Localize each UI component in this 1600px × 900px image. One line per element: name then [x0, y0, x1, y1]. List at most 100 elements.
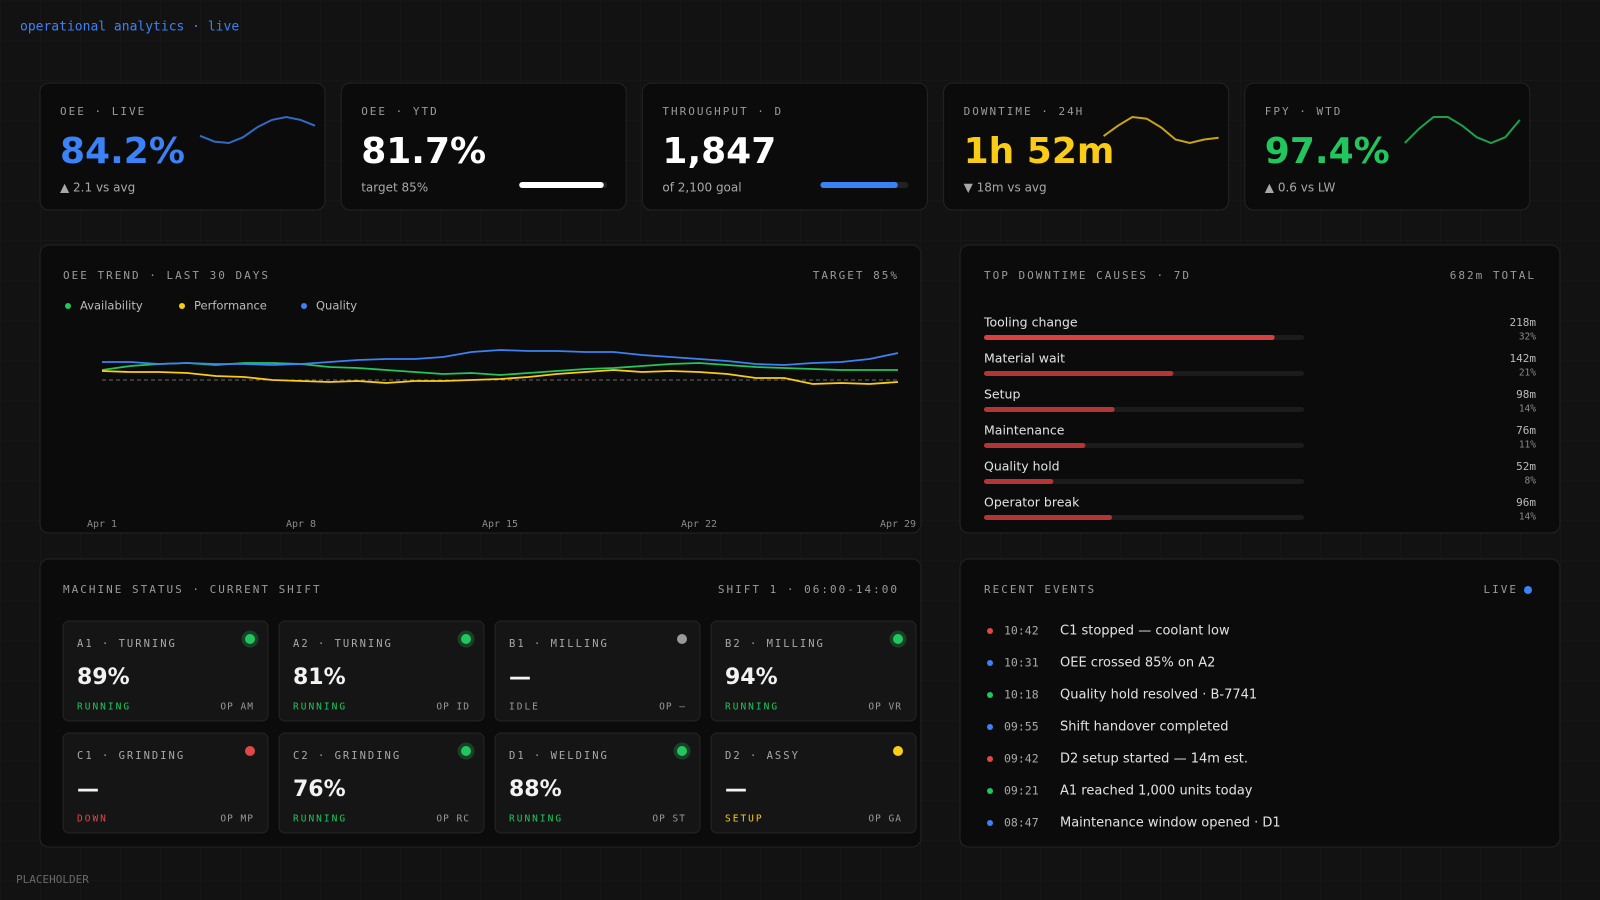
kpi-label: OEE · YTD: [361, 105, 439, 118]
machine-value: 89%: [77, 665, 130, 690]
bar: [984, 335, 1275, 340]
machine-card: [278, 620, 485, 722]
machine-status: RUNNING: [725, 702, 779, 713]
machine-value: 81%: [293, 665, 346, 690]
sparkline: [199, 115, 316, 145]
legend-dot: [301, 303, 307, 309]
event-dot: [987, 756, 993, 762]
event-text: C1 stopped — coolant low: [1060, 624, 1230, 639]
kpi-label: OEE · LIVE: [60, 105, 146, 118]
legend-label: Quality: [316, 299, 357, 313]
value-label: 96m: [1516, 496, 1536, 509]
chart-title: OEE TREND · LAST 30 DAYS: [63, 269, 270, 282]
machine-status: RUNNING: [509, 814, 563, 825]
x-tick-label: Apr 15: [482, 519, 518, 530]
sparkline: [1103, 115, 1219, 145]
kpi-note: ▼ 18m vs avg: [964, 181, 1047, 195]
bar: [984, 407, 1115, 412]
chart-annotation: TARGET 85%: [813, 269, 899, 282]
event-dot: [987, 692, 993, 698]
x-tick-label: Apr 1: [87, 519, 117, 530]
machine-name: B1 · MILLING: [509, 638, 609, 650]
share-label: 14%: [1519, 512, 1536, 523]
share-label: 32%: [1519, 332, 1536, 343]
machine-operator: OP MP: [220, 814, 254, 825]
event-time: 08:47: [1004, 816, 1039, 830]
live-label: LIVE: [1484, 583, 1519, 596]
event-dot: [987, 628, 993, 634]
bar: [984, 371, 1174, 376]
machine-value: 94%: [725, 665, 778, 690]
event-dot: [987, 660, 993, 666]
kpi-label: DOWNTIME · 24H: [964, 105, 1085, 118]
cause-label: Setup: [984, 387, 1020, 402]
share-label: 21%: [1519, 368, 1536, 379]
event-time: 10:18: [1004, 688, 1039, 702]
chart-title: TOP DOWNTIME CAUSES · 7D: [984, 269, 1191, 282]
value-label: 142m: [1510, 352, 1537, 365]
machine-name: A2 · TURNING: [293, 638, 393, 650]
x-tick-label: Apr 29: [880, 519, 916, 530]
kpi-value: 1h 52m: [964, 131, 1115, 172]
event-time: 10:31: [1004, 656, 1039, 670]
machine-name: D1 · WELDING: [509, 750, 609, 762]
event-text: D2 setup started — 14m est.: [1060, 752, 1248, 767]
machine-card: [710, 620, 917, 722]
panel: [39, 244, 922, 534]
sparkline: [1404, 116, 1521, 145]
panel-title: MACHINE STATUS · CURRENT SHIFT: [63, 583, 322, 596]
kpi-value: 1,847: [662, 131, 776, 172]
machine-operator: OP AM: [220, 702, 254, 713]
machine-operator: OP RC: [436, 814, 470, 825]
event-text: Quality hold resolved · B-7741: [1060, 688, 1257, 703]
kpi-value: 97.4%: [1265, 131, 1390, 172]
status-dot: [677, 746, 687, 756]
machine-status: DOWN: [77, 814, 108, 825]
event-text: Shift handover completed: [1060, 720, 1228, 735]
panel-title: RECENT EVENTS: [984, 583, 1096, 596]
machine-card: [62, 732, 269, 834]
kpi-note: of 2,100 goal: [662, 181, 741, 195]
status-dot: [245, 746, 255, 756]
kpi-card: [943, 82, 1230, 211]
machine-card: [62, 620, 269, 722]
machine-value: —: [77, 777, 99, 802]
header-title: operational analytics · live: [20, 20, 239, 35]
kpi-card: [1244, 82, 1531, 211]
status-dot: [677, 634, 687, 644]
machine-name: B2 · MILLING: [725, 638, 825, 650]
legend-dot: [65, 303, 71, 309]
kpi-card: [340, 82, 627, 211]
event-text: OEE crossed 85% on A2: [1060, 656, 1215, 671]
event-time: 09:21: [1004, 784, 1039, 798]
cause-label: Tooling change: [983, 315, 1078, 330]
series-line: [101, 369, 899, 385]
machine-status: RUNNING: [293, 814, 347, 825]
status-dot: [461, 746, 471, 756]
machine-operator: OP VR: [868, 702, 902, 713]
progress-bar: [519, 182, 604, 188]
x-tick-label: Apr 22: [681, 519, 717, 530]
kpi-card: [641, 82, 928, 211]
legend-label: Availability: [80, 299, 143, 313]
panel: [959, 558, 1561, 848]
machine-card: [710, 732, 917, 834]
machine-value: —: [509, 665, 531, 690]
cause-label: Material wait: [984, 351, 1065, 366]
machine-operator: OP ID: [436, 702, 470, 713]
event-time: 09:42: [1004, 752, 1039, 766]
event-text: Maintenance window opened · D1: [1060, 816, 1281, 831]
machine-card: [278, 732, 485, 834]
legend-label: Performance: [194, 299, 267, 313]
event-dot: [987, 724, 993, 730]
kpi-note: ▲ 2.1 vs avg: [60, 181, 135, 195]
machine-operator: OP ST: [652, 814, 686, 825]
bar: [984, 443, 1086, 448]
machine-value: —: [725, 777, 747, 802]
cause-label: Operator break: [984, 495, 1080, 510]
status-dot: [245, 634, 255, 644]
series-line: [102, 349, 899, 366]
kpi-note: target 85%: [361, 181, 428, 195]
